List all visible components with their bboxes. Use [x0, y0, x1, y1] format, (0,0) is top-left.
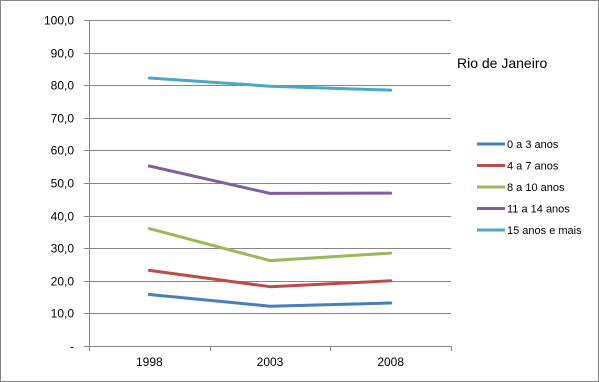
- y-tick-label: 20,0: [51, 275, 75, 289]
- legend-label: 8 a 10 anos: [507, 182, 565, 194]
- legend-label: 15 anos e mais: [507, 225, 582, 237]
- x-tick-label: 1998: [136, 355, 163, 369]
- y-tick-label: 90,0: [51, 47, 75, 61]
- x-tick-label: 2003: [257, 355, 284, 369]
- series-line: [147, 227, 393, 263]
- y-tick-label: 40,0: [51, 210, 75, 224]
- series-line: [147, 268, 393, 289]
- legend-label: 4 a 7 anos: [507, 161, 559, 173]
- legend-label: 11 a 14 anos: [507, 204, 570, 216]
- series-lines: [147, 76, 393, 308]
- y-tick-label: 10,0: [51, 307, 75, 321]
- chart-annotation: Rio de Janeiro: [457, 55, 547, 71]
- axes: - 10,0 20,0 30,0 40,0 50,0 60,0 70,0 80,0 90,0 100…: [44, 14, 452, 369]
- y-tick-label: 30,0: [51, 242, 75, 256]
- gridlines: [89, 20, 451, 314]
- y-tick-label: 60,0: [51, 144, 75, 158]
- x-tick-label: 2008: [377, 355, 404, 369]
- legend: 0 a 3 anos 4 a 7 anos 8 a 10 anos 11 a 14 a…: [477, 139, 582, 237]
- y-tick-label: 100,0: [44, 14, 74, 28]
- series-line: [147, 293, 393, 308]
- y-tick-label: 50,0: [51, 177, 75, 191]
- series-line: [147, 164, 393, 195]
- y-tick-label: 70,0: [51, 112, 75, 126]
- series-line: [147, 76, 393, 92]
- legend-label: 0 a 3 anos: [507, 139, 559, 151]
- y-tick-label: 80,0: [51, 79, 75, 93]
- y-tick-label: -: [70, 340, 74, 354]
